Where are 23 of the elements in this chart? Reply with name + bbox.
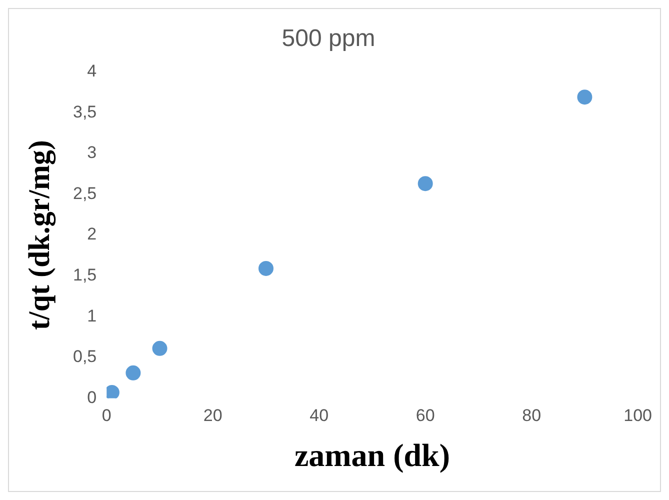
point: [577, 90, 592, 105]
y-axis-title: t/qt (dk.gr/mg): [22, 140, 56, 330]
y-tick-label: 4: [87, 61, 97, 80]
y-tick-label: 3,5: [72, 102, 97, 122]
point: [418, 176, 433, 192]
y-tick-label: 1,5: [72, 265, 97, 284]
x-tick-label: 60: [416, 406, 435, 426]
x-tick-label: 20: [203, 406, 222, 426]
y-tick-label: 0: [87, 388, 97, 407]
x-tick-label: 80: [522, 406, 542, 426]
x-tick-label: 40: [310, 406, 329, 426]
y-tick-label: 3: [87, 143, 97, 162]
point: [126, 365, 141, 380]
point: [152, 340, 168, 356]
point: [258, 260, 274, 276]
x-tick-label: 100: [624, 406, 652, 426]
x-tick-label: 0: [102, 406, 112, 426]
chart-title: 500 ppm: [282, 25, 376, 52]
y-tick-label: 2,5: [72, 184, 97, 203]
y-tick-label: 0,5: [72, 347, 97, 366]
y-tick-label: 2: [87, 224, 97, 244]
y-tick-label: 1: [87, 306, 97, 326]
x-axis-title: zaman (dk): [294, 437, 450, 474]
